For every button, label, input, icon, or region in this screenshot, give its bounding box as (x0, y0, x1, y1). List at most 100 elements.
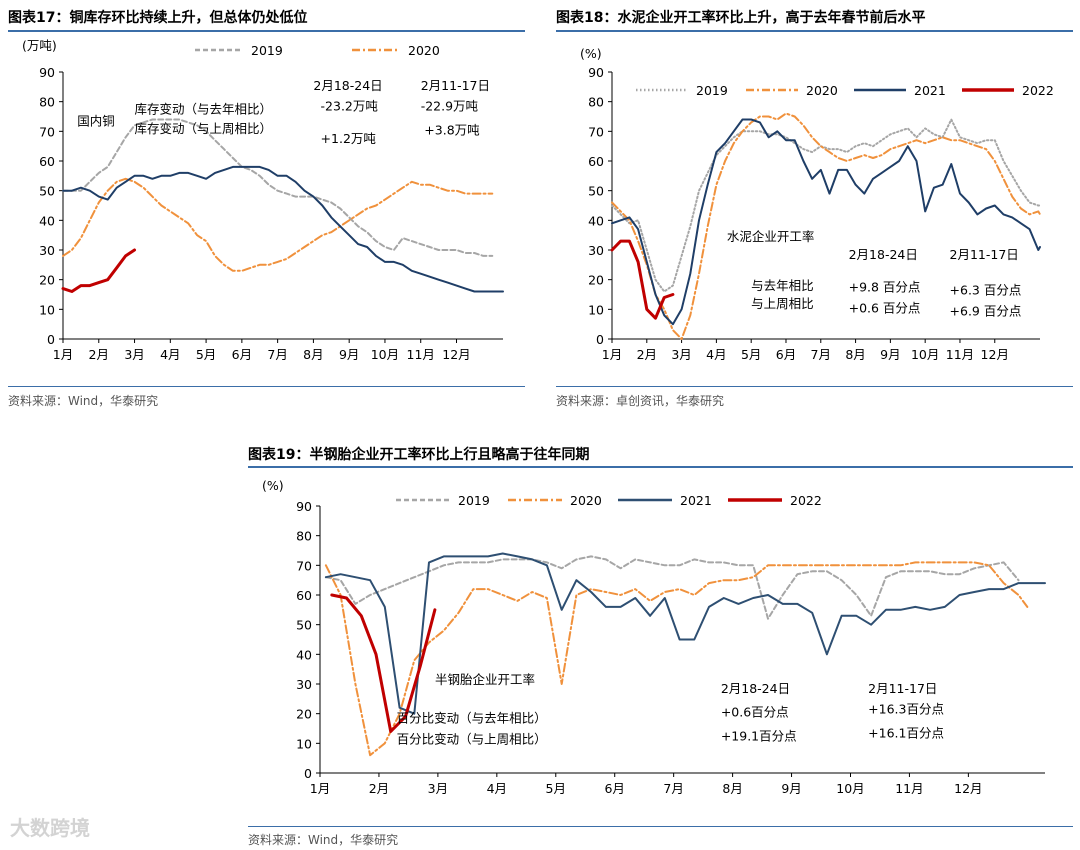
fig17-x-tick-label: 8月 (303, 347, 323, 362)
fig17-y-tick-label: 50 (39, 184, 55, 199)
fig17-y-tick-label: 30 (39, 243, 55, 258)
fig19-y-unit: (%) (262, 478, 284, 493)
fig18-legend-label: 2022 (1022, 83, 1054, 98)
fig18-y-tick-label: 90 (588, 65, 604, 80)
fig18-y-tick-label: 20 (588, 273, 604, 288)
fig18-annotation: 与去年相比 (751, 278, 814, 293)
fig19-x-tick-label: 5月 (546, 781, 566, 796)
fig18-legend-label: 2020 (806, 83, 838, 98)
fig18-series-line (611, 118, 1041, 326)
fig18-x-tick-label: 10月 (911, 347, 939, 362)
fig17-annotation: -23.2万吨 (321, 99, 379, 114)
fig19-x-tick-label: 8月 (722, 781, 742, 796)
fig19-y-tick-label: 90 (296, 499, 312, 514)
fig17-y-tick-label: 80 (39, 95, 55, 110)
fig18-x-tick-label: 7月 (811, 347, 831, 362)
fig19-y-tick-label: 50 (296, 618, 312, 633)
fig17-bottom-rule (8, 386, 525, 387)
fig17-legend-label: 2020 (408, 43, 440, 58)
fig19-y-tick-label: 20 (296, 707, 312, 722)
fig17-y-tick-label: 90 (39, 65, 55, 80)
fig18-annotation: +6.9 百分点 (950, 303, 1022, 318)
fig18-x-tick-label: 2月 (637, 347, 657, 362)
fig17-series-line (62, 177, 494, 272)
fig17-x-tick-label: 10月 (371, 347, 399, 362)
fig17-y-tick-label: 70 (39, 124, 55, 139)
fig19-annotation: 2月11-17日 (868, 681, 937, 696)
fig19-series-line (330, 593, 437, 733)
fig18-x-tick-label: 11月 (946, 347, 974, 362)
fig18-x-tick-label: 9月 (880, 347, 900, 362)
fig18-series-line (610, 239, 675, 320)
fig19-x-tick-label: 10月 (836, 781, 864, 796)
fig17-legend-label: 2019 (251, 43, 283, 58)
fig17-annotation: 2月18-24日 (313, 78, 382, 93)
fig18-y-tick-label: 40 (588, 213, 604, 228)
watermark-logo: 大数跨境 (10, 816, 90, 840)
fig17-annotation: +1.2万吨 (321, 131, 377, 146)
fig17-annotation: -22.9万吨 (421, 99, 479, 114)
fig17-x-tick-label: 5月 (196, 347, 216, 362)
fig18-y-tick-label: 10 (588, 302, 604, 317)
fig19-series-line (324, 561, 1029, 757)
fig17-y-tick-label: 20 (39, 273, 55, 288)
fig19-annotation: 百分比变动（与上周相比） (397, 731, 547, 746)
fig17-x-tick-label: 9月 (339, 347, 359, 362)
fig18-series-line (611, 112, 1041, 340)
fig19-y-tick-label: 60 (296, 588, 312, 603)
fig18-annotation: +9.8 百分点 (849, 280, 921, 295)
fig18-source: 资料来源：卓创资讯，华泰研究 (556, 394, 725, 408)
fig17-annotation: 库存变动（与去年相比） (135, 102, 273, 117)
fig19-x-tick-label: 12月 (954, 781, 982, 796)
fig19-annotation: +19.1百分点 (721, 728, 797, 743)
fig19-x-tick-label: 4月 (487, 781, 507, 796)
fig18-x-tick-label: 1月 (602, 347, 622, 362)
fig19-title-rule (248, 466, 1073, 468)
fig17-x-tick-label: 6月 (232, 347, 252, 362)
fig19-y-tick-label: 30 (296, 677, 312, 692)
fig17-y-tick-label: 0 (47, 332, 55, 347)
fig19-x-tick-label: 1月 (310, 781, 330, 796)
fig18-legend-label: 2019 (696, 83, 728, 98)
fig19-x-tick-label: 11月 (895, 781, 923, 796)
fig19-x-tick-label: 7月 (663, 781, 683, 796)
fig17-x-tick-label: 4月 (160, 347, 180, 362)
fig17-y-tick-label: 60 (39, 154, 55, 169)
fig18-y-tick-label: 0 (596, 332, 604, 347)
fig18-y-tick-label: 30 (588, 243, 604, 258)
fig18-legend-label: 2021 (914, 83, 946, 98)
fig19-title: 图表19：半钢胎企业开工率环比上行且略高于往年同期 (248, 447, 590, 463)
fig17-series-line (62, 118, 494, 257)
fig18-y-tick-label: 60 (588, 154, 604, 169)
fig17-series-line (62, 165, 504, 293)
fig19-legend-label: 2022 (790, 493, 822, 508)
fig19-legend-label: 2021 (680, 493, 712, 508)
fig17-title: 图表17：铜库存环比持续上升，但总体仍处低位 (8, 10, 308, 26)
fig19-annotation: 百分比变动（与去年相比） (397, 711, 547, 726)
fig17-x-tick-label: 1月 (53, 347, 73, 362)
fig18-series-line (611, 118, 1041, 293)
fig18-annotation: 与上周相比 (751, 296, 814, 311)
fig18-x-tick-label: 8月 (845, 347, 865, 362)
fig18-title: 图表18：水泥企业开工率环比上升，高于去年春节前后水平 (556, 10, 926, 26)
fig19-annotation: +16.1百分点 (868, 725, 944, 740)
fig19-series-line (324, 555, 1020, 620)
fig19-annotation: +0.6百分点 (721, 705, 789, 720)
fig19-legend-label: 2019 (458, 493, 490, 508)
fig17-series-line (61, 248, 136, 293)
fig18-annotation: +0.6 百分点 (849, 300, 921, 315)
fig19-y-tick-label: 40 (296, 647, 312, 662)
fig19-legend-label: 2020 (570, 493, 602, 508)
fig17-annotation: +3.8万吨 (424, 122, 480, 137)
fig17-x-tick-label: 7月 (267, 347, 287, 362)
fig17-x-tick-label: 12月 (442, 347, 470, 362)
fig17-x-tick-label: 2月 (89, 347, 109, 362)
fig18-y-tick-label: 50 (588, 184, 604, 199)
fig19-x-tick-label: 6月 (604, 781, 624, 796)
fig19-x-tick-label: 2月 (369, 781, 389, 796)
fig18-x-tick-label: 6月 (776, 347, 796, 362)
fig17-annotation: 国内铜 (77, 113, 115, 128)
fig19-annotation: +16.3百分点 (868, 702, 944, 717)
fig19-y-tick-label: 70 (296, 558, 312, 573)
